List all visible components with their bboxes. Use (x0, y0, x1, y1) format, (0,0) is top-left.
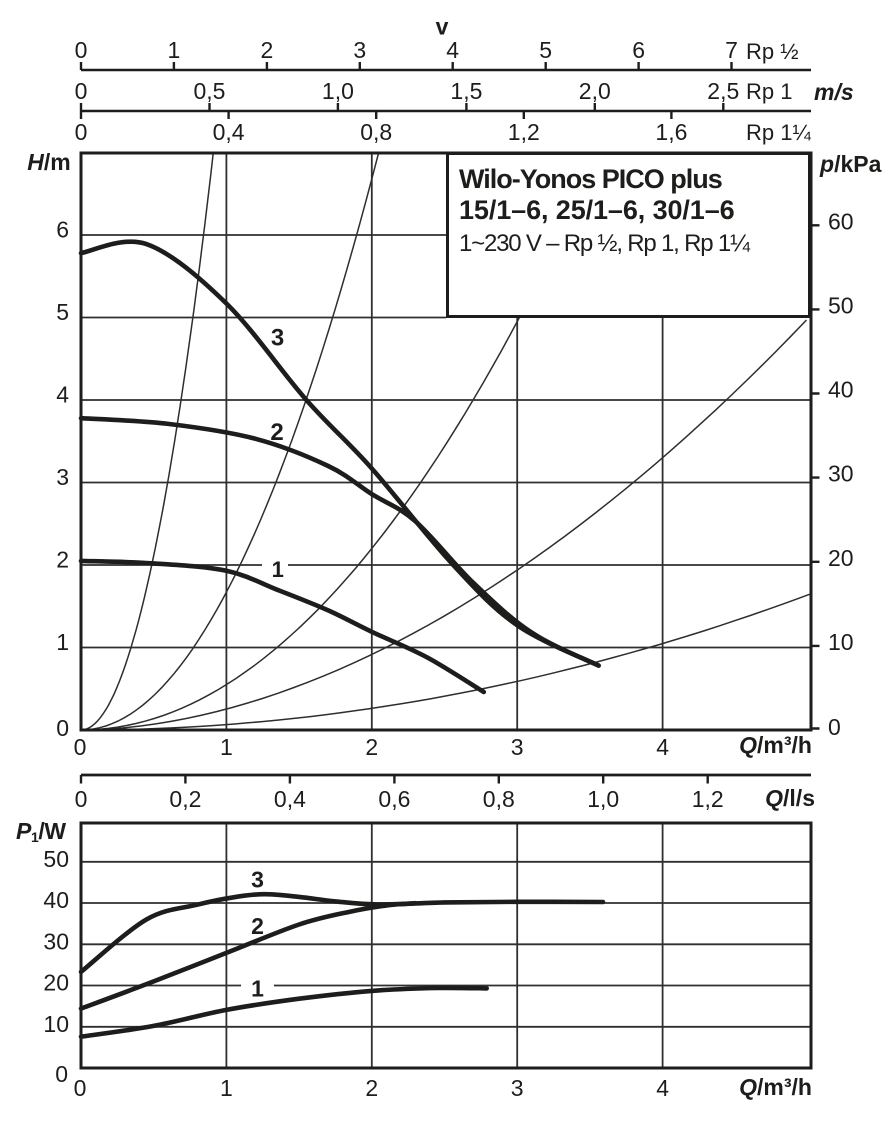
svg-text:7: 7 (725, 37, 738, 63)
svg-text:0: 0 (75, 786, 88, 812)
svg-text:0,4: 0,4 (213, 119, 245, 145)
svg-text:2,5: 2,5 (707, 78, 739, 104)
svg-text:0: 0 (75, 119, 88, 145)
svg-text:0: 0 (56, 715, 69, 741)
svg-text:1: 1 (168, 37, 181, 63)
svg-text:Q/l/s: Q/l/s (765, 785, 815, 811)
svg-text:Q/m³/h: Q/m³/h (739, 1074, 812, 1100)
svg-text:4: 4 (56, 382, 69, 408)
svg-text:50: 50 (43, 846, 69, 872)
svg-text:40: 40 (43, 887, 69, 913)
svg-text:2: 2 (365, 1075, 378, 1101)
svg-text:1,6: 1,6 (655, 119, 687, 145)
svg-text:2: 2 (365, 734, 378, 760)
svg-text:1: 1 (220, 734, 233, 760)
svg-text:50: 50 (828, 292, 854, 318)
svg-text:1~230 V – Rp ½, Rp 1, Rp 1¼: 1~230 V – Rp ½, Rp 1, Rp 1¼ (459, 230, 751, 257)
svg-text:0,4: 0,4 (274, 786, 306, 812)
svg-text:1,2: 1,2 (508, 119, 540, 145)
svg-text:1: 1 (272, 557, 284, 582)
svg-text:m/s: m/s (814, 79, 854, 105)
svg-text:1,2: 1,2 (692, 786, 724, 812)
svg-text:Wilo-Yonos PICO plus: Wilo-Yonos PICO plus (459, 164, 722, 194)
svg-text:2: 2 (261, 37, 274, 63)
svg-text:5: 5 (56, 299, 69, 325)
svg-text:4: 4 (446, 37, 459, 63)
svg-text:10: 10 (828, 629, 854, 655)
svg-text:15/1–6, 25/1–6, 30/1–6: 15/1–6, 25/1–6, 30/1–6 (459, 195, 735, 225)
svg-text:Rp 1: Rp 1 (746, 79, 792, 104)
svg-text:0,6: 0,6 (378, 786, 410, 812)
svg-text:20: 20 (43, 970, 69, 996)
svg-text:0: 0 (75, 37, 88, 63)
svg-text:1: 1 (251, 976, 264, 1002)
svg-text:2: 2 (251, 913, 264, 939)
svg-text:H/m: H/m (27, 149, 70, 175)
svg-text:0,5: 0,5 (194, 78, 226, 104)
svg-text:60: 60 (828, 208, 854, 234)
svg-text:30: 30 (828, 461, 854, 487)
svg-text:0: 0 (75, 78, 88, 104)
svg-text:5: 5 (539, 37, 552, 63)
svg-text:0,2: 0,2 (169, 786, 201, 812)
svg-text:40: 40 (828, 377, 854, 403)
svg-text:3: 3 (56, 464, 69, 490)
svg-text:0: 0 (74, 1075, 87, 1101)
svg-text:4: 4 (656, 734, 669, 760)
svg-text:1,0: 1,0 (587, 786, 619, 812)
svg-text:4: 4 (656, 1075, 669, 1101)
svg-text:1: 1 (56, 629, 69, 655)
svg-text:20: 20 (828, 545, 854, 571)
svg-text:10: 10 (43, 1011, 69, 1037)
svg-text:30: 30 (43, 928, 69, 954)
svg-text:0: 0 (55, 1061, 68, 1087)
svg-text:Rp 1¼: Rp 1¼ (746, 120, 811, 145)
svg-text:2,0: 2,0 (579, 78, 611, 104)
svg-text:1,5: 1,5 (450, 78, 482, 104)
svg-text:6: 6 (56, 217, 69, 243)
svg-text:0,8: 0,8 (360, 119, 392, 145)
svg-text:6: 6 (632, 37, 645, 63)
svg-text:3: 3 (511, 1075, 524, 1101)
svg-text:2: 2 (270, 419, 283, 446)
svg-text:Q/m³/h: Q/m³/h (739, 732, 812, 758)
svg-text:3: 3 (271, 325, 284, 352)
svg-text:1,0: 1,0 (322, 78, 354, 104)
svg-text:1: 1 (220, 1075, 233, 1101)
svg-text:Rp ½: Rp ½ (746, 39, 799, 64)
svg-text:0,8: 0,8 (483, 786, 515, 812)
svg-text:2: 2 (56, 547, 69, 573)
svg-text:v: v (436, 14, 449, 40)
svg-text:0: 0 (74, 734, 87, 760)
svg-text:3: 3 (511, 734, 524, 760)
svg-text:p/kPa: p/kPa (819, 151, 882, 177)
svg-text:P1/W: P1/W (16, 818, 66, 845)
svg-text:3: 3 (251, 867, 264, 893)
svg-text:3: 3 (353, 37, 366, 63)
svg-text:0: 0 (828, 714, 841, 740)
